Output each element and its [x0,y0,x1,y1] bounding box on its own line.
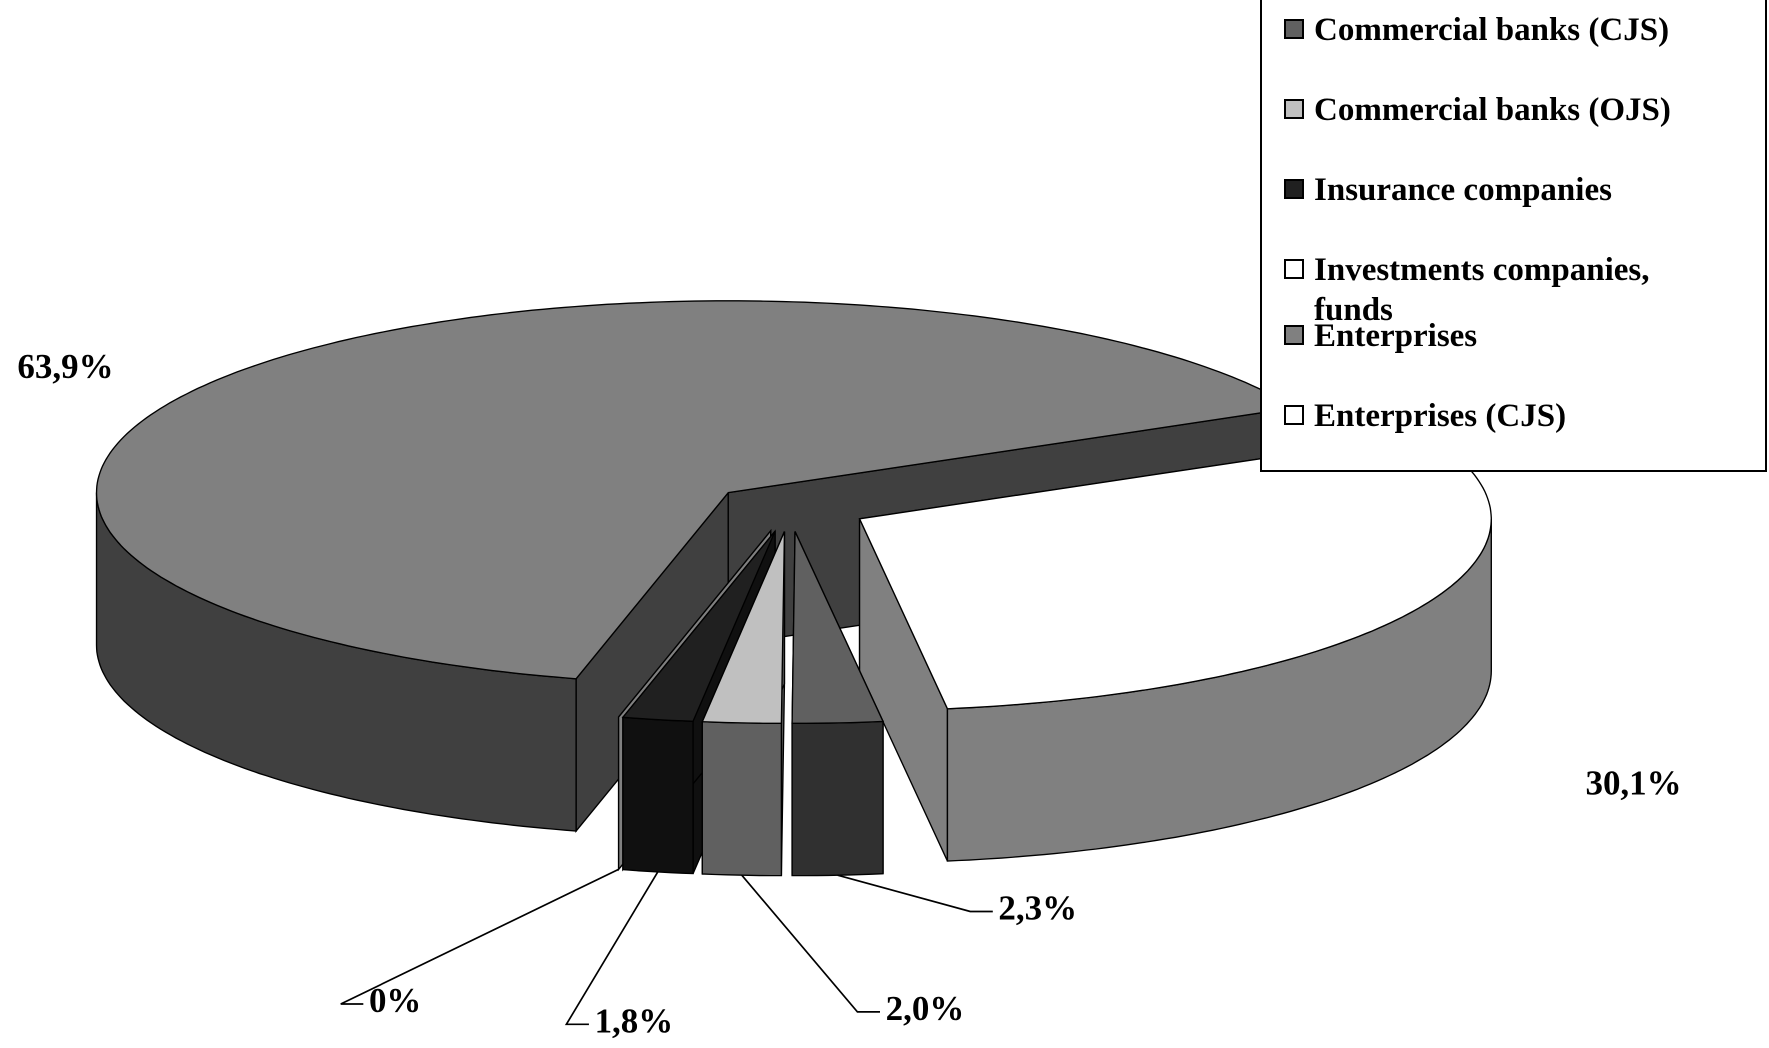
data-label: 63,9% [17,347,113,386]
legend-swatch [1284,99,1304,119]
legend-label: Commercial banks (OJS) [1314,92,1671,128]
slice-side [622,716,694,875]
data-label: 1,8% [595,1001,674,1040]
slice [858,433,1492,862]
legend-item: Commercial banks (CJS) [1284,10,1751,90]
data-label: 2,0% [886,989,965,1028]
leader-line [564,871,659,1026]
legend-swatch [1284,19,1304,39]
legend-label: Insurance companies [1314,172,1612,208]
slice-top [621,530,776,722]
leader-line [340,868,619,1005]
slice-top [858,433,1492,710]
slice-top [701,531,786,725]
legend-swatch [1284,259,1304,279]
legend-swatch [1284,179,1304,199]
slice [701,531,786,877]
legend-item: Enterprises (CJS) [1284,396,1751,476]
data-label: 0% [369,981,421,1020]
leader-line [837,874,993,913]
legend-item: Enterprises [1284,316,1751,396]
slice-side [791,720,884,877]
data-label: 30,1% [1585,763,1681,802]
slice-side [701,721,783,877]
legend-item: Investments companies, funds [1284,250,1751,328]
slice [791,531,885,877]
legend-label: Investments companies, funds [1314,252,1650,328]
data-label: 2,3% [998,889,1077,928]
legend-item: Insurance companies [1284,170,1751,250]
legend: Commercial banks (CJS) Commercial banks (… [1260,0,1767,472]
legend-swatch [1284,405,1304,425]
leader-line [741,874,880,1013]
legend-item: Commercial banks (OJS) [1284,90,1751,170]
slice-top [95,300,1297,680]
legend-swatch [1284,325,1304,345]
legend-label: Commercial banks (CJS) [1314,12,1670,48]
legend-label: Enterprises [1314,318,1478,354]
legend-label: Enterprises (CJS) [1314,398,1567,434]
slice-top [791,531,885,725]
